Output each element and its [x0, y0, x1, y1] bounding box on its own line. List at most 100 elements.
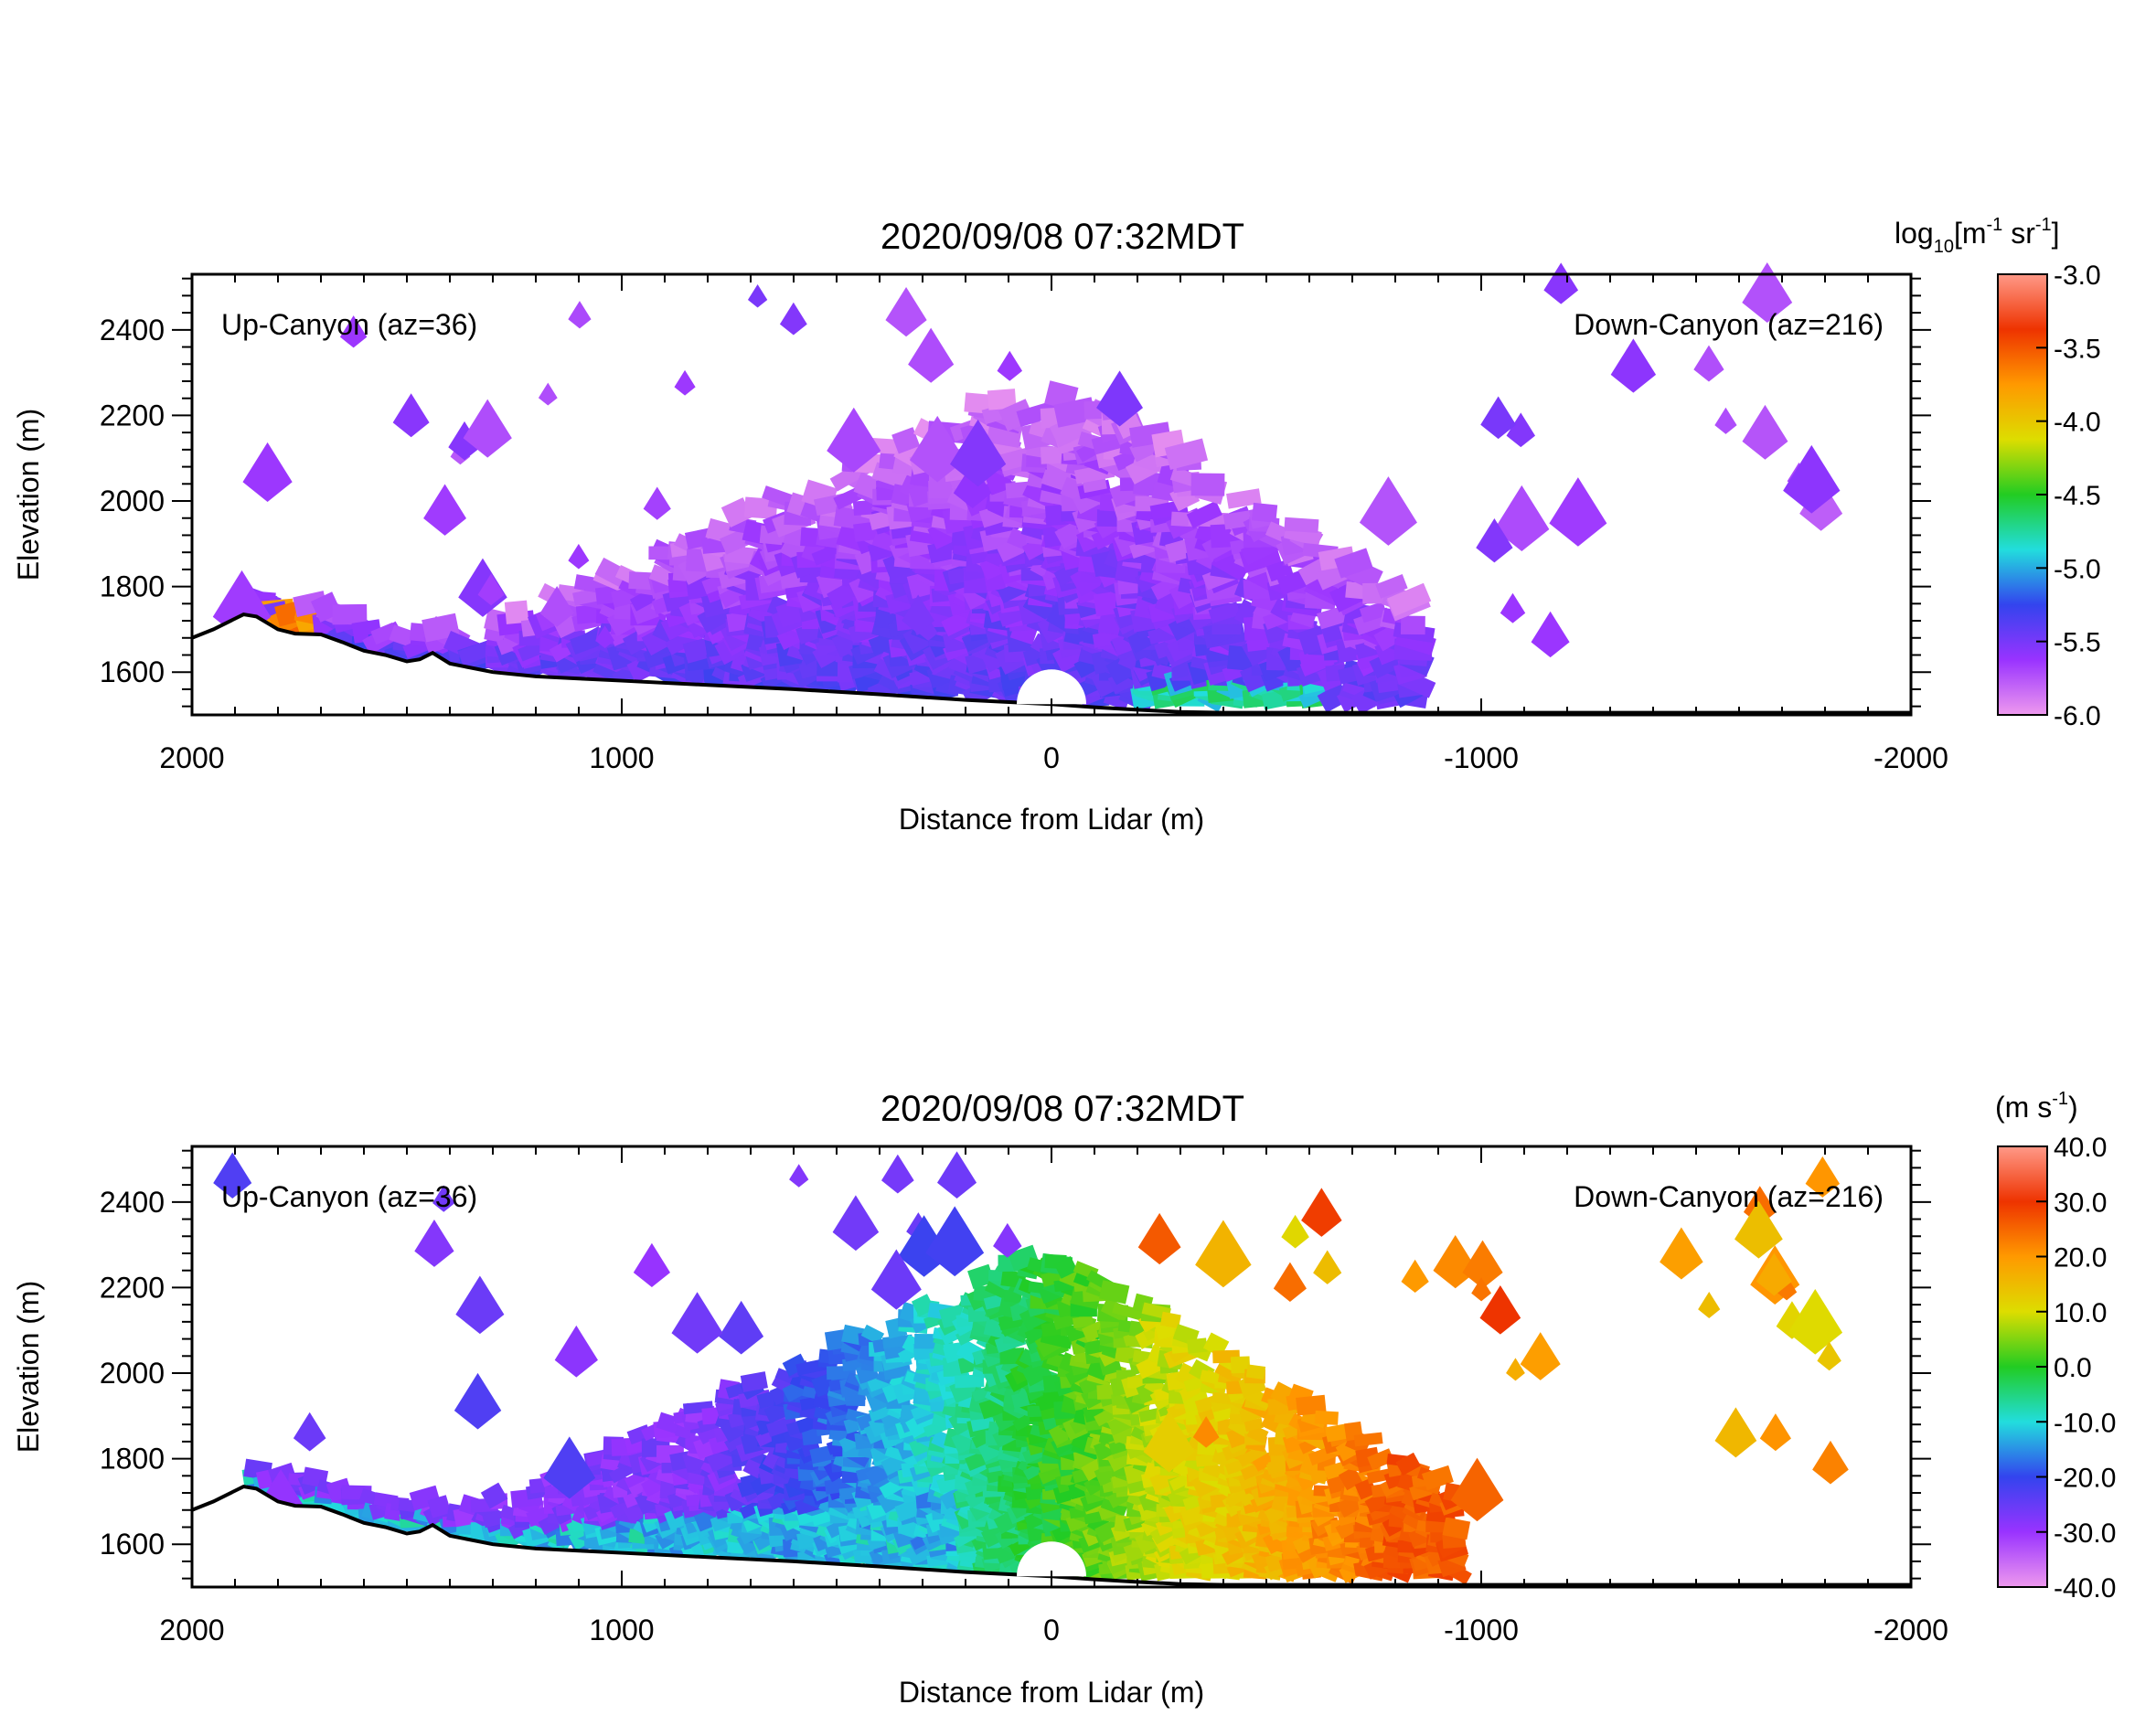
colorbar-tick-label: 0.0	[2054, 1353, 2092, 1383]
field-patch	[925, 1206, 985, 1277]
field-cell	[1072, 1315, 1094, 1329]
x-tick-label: 1000	[589, 1614, 654, 1646]
field-patch	[1756, 1252, 1792, 1296]
field-cell	[1208, 602, 1241, 623]
field-patch	[1494, 485, 1550, 552]
field-patch	[539, 586, 574, 627]
chart-title: 2020/09/08 07:32MDT	[881, 1089, 1244, 1129]
field-patch	[633, 1242, 671, 1288]
field-cell	[1243, 1417, 1264, 1432]
field-cell	[1159, 1311, 1181, 1329]
field-patch	[1450, 1457, 1504, 1522]
y-tick-label: 2400	[100, 314, 165, 346]
y-tick-label: 1600	[100, 655, 165, 688]
field-patch	[779, 302, 807, 336]
field-patch	[1805, 1156, 1841, 1198]
colorbar-tick-label: -6.0	[2054, 701, 2101, 731]
y-tick-label: 2400	[100, 1186, 165, 1219]
colorbar-tick-label: 10.0	[2054, 1298, 2107, 1328]
x-tick-label: -2000	[1873, 1614, 1948, 1646]
x-axis-label: Distance from Lidar (m)	[899, 1676, 1204, 1709]
field-patch	[1783, 444, 1841, 514]
y-axis-label: Elevation (m)	[12, 409, 45, 581]
field-patch	[674, 369, 696, 396]
field-cell	[1245, 1364, 1266, 1380]
field-patch	[339, 315, 368, 348]
field-cell	[720, 497, 752, 527]
field-cell	[1226, 488, 1262, 509]
field-cell	[782, 1353, 808, 1377]
annotation-down-canyon: Down-Canyon (az=216)	[1574, 308, 1884, 341]
field-patch	[595, 625, 614, 649]
colorbar-ticks: 40.0 30.0 20.0 10.0 0.0 -10.0 -20.0 -30.0 -40.0	[2036, 1133, 2116, 1603]
field-patch	[789, 1164, 809, 1188]
field-patch	[953, 462, 992, 508]
field-patch	[1734, 1200, 1783, 1259]
field-patch	[1543, 262, 1579, 304]
field-patch	[1359, 476, 1417, 546]
field-patch	[1281, 1214, 1309, 1249]
field-patch	[870, 1249, 922, 1310]
colorbar-tick-label: -30.0	[2054, 1518, 2116, 1549]
field-patch	[1788, 1289, 1843, 1355]
axis-ticks: 2000 1000 0 -1000 -2000 1600 1800 2000 2200 2400	[100, 274, 1948, 774]
colorbar-tick-label: 20.0	[2054, 1243, 2107, 1273]
field-patch	[1742, 404, 1788, 460]
field-cell	[1251, 502, 1278, 523]
field-cell	[1353, 1432, 1383, 1447]
field-cell	[1395, 1452, 1421, 1476]
field-patch	[213, 1152, 252, 1199]
field-patch	[1500, 592, 1526, 623]
field-cell	[987, 389, 1017, 410]
field-patch	[414, 1219, 454, 1267]
field-patch	[1471, 1277, 1491, 1302]
field-patch	[1742, 262, 1793, 323]
colorbar-tick-label: -20.0	[2054, 1464, 2116, 1494]
terrain-mask	[192, 1486, 1911, 1587]
field-patch	[1714, 1407, 1757, 1458]
field-cell	[1187, 1337, 1208, 1354]
lidar-blind-zone	[1017, 1541, 1086, 1577]
field-patch	[1812, 1440, 1849, 1485]
field-patch	[937, 1151, 977, 1199]
field-cell	[1214, 1362, 1243, 1385]
backscatter-field	[191, 262, 1911, 715]
x-axis-label: Distance from Lidar (m)	[899, 803, 1204, 836]
field-cell	[1375, 574, 1408, 599]
field-patch	[568, 543, 590, 570]
x-tick-label: -1000	[1444, 1614, 1519, 1646]
backscatter-panel: 2020/09/08 07:32MDT 2000 1000 0 -1000 -2000 1…	[12, 215, 2101, 836]
field-cell	[766, 1415, 799, 1437]
terrain-profile-line	[191, 1484, 1911, 1587]
field-patch	[455, 1275, 505, 1335]
field-cell	[1237, 1468, 1268, 1490]
field-patch	[432, 1185, 455, 1212]
field-patch	[463, 399, 512, 458]
field-cell	[1099, 1280, 1130, 1305]
field-cell	[1314, 1410, 1339, 1425]
terrain-profile-line	[191, 612, 1911, 715]
y-tick-label: 2000	[100, 485, 165, 517]
field-patch	[747, 284, 768, 308]
field-cell	[740, 1371, 768, 1392]
field-cell	[1296, 1394, 1327, 1416]
field-patch	[1313, 1250, 1342, 1284]
colorbar-tick-label: -5.0	[2054, 554, 2101, 584]
colorbar-tick-label: -40.0	[2054, 1573, 2116, 1603]
field-patch	[643, 486, 671, 520]
field-cell	[967, 1263, 995, 1289]
lidar-blind-zone	[1017, 669, 1086, 705]
field-patch	[293, 1412, 326, 1452]
field-cell	[427, 1495, 452, 1518]
field-patch	[1195, 1220, 1252, 1288]
field-patch	[827, 407, 881, 473]
colorbar-ticks: -3.0 -3.5 -4.0 -4.5 -5.0 -5.5 -6.0	[2036, 261, 2101, 731]
field-patch	[1549, 477, 1607, 547]
field-patch	[1698, 1291, 1721, 1318]
y-tick-label: 1600	[100, 1528, 165, 1561]
chart-title: 2020/09/08 07:32MDT	[881, 217, 1244, 257]
field-cell	[1164, 438, 1209, 470]
field-patch	[1776, 1275, 1798, 1301]
annotation-up-canyon: Up-Canyon (az=36)	[221, 1180, 477, 1213]
colorbar-unit-label: (m s-1)	[1995, 1089, 2078, 1124]
